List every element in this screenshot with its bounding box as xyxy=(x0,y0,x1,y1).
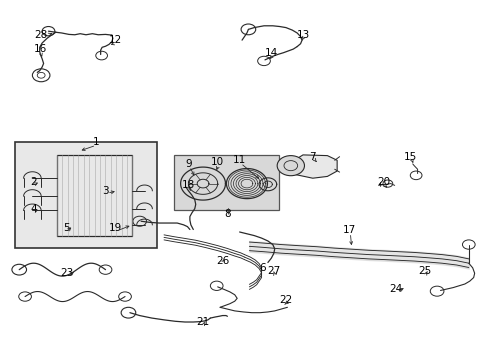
Text: 17: 17 xyxy=(342,225,355,235)
Text: 19: 19 xyxy=(108,224,122,233)
Bar xyxy=(15,142,157,248)
Text: 27: 27 xyxy=(266,266,280,276)
Text: 28: 28 xyxy=(34,30,47,40)
Text: 14: 14 xyxy=(264,48,277,58)
Text: 16: 16 xyxy=(34,44,47,54)
Text: 26: 26 xyxy=(216,256,229,266)
Polygon shape xyxy=(288,155,336,178)
Text: 18: 18 xyxy=(182,180,195,190)
Text: 24: 24 xyxy=(388,284,402,294)
Text: 20: 20 xyxy=(376,177,389,187)
Text: 6: 6 xyxy=(259,263,266,273)
Text: 9: 9 xyxy=(185,159,191,169)
Text: 8: 8 xyxy=(224,209,230,219)
Text: 10: 10 xyxy=(211,157,224,167)
Circle shape xyxy=(277,156,304,176)
Bar xyxy=(173,155,278,211)
Text: 21: 21 xyxy=(196,317,209,327)
Text: 15: 15 xyxy=(403,152,416,162)
Text: 7: 7 xyxy=(309,152,315,162)
Text: 4: 4 xyxy=(30,204,37,214)
Text: 23: 23 xyxy=(60,268,73,278)
Text: 1: 1 xyxy=(92,138,99,147)
Text: 11: 11 xyxy=(232,155,246,165)
Text: 22: 22 xyxy=(279,295,292,305)
Text: 3: 3 xyxy=(102,186,109,196)
Text: 5: 5 xyxy=(63,224,70,233)
Circle shape xyxy=(284,161,297,171)
Text: 2: 2 xyxy=(30,177,37,187)
Text: 13: 13 xyxy=(296,30,309,40)
Text: 25: 25 xyxy=(417,266,430,276)
Text: 12: 12 xyxy=(108,35,122,45)
